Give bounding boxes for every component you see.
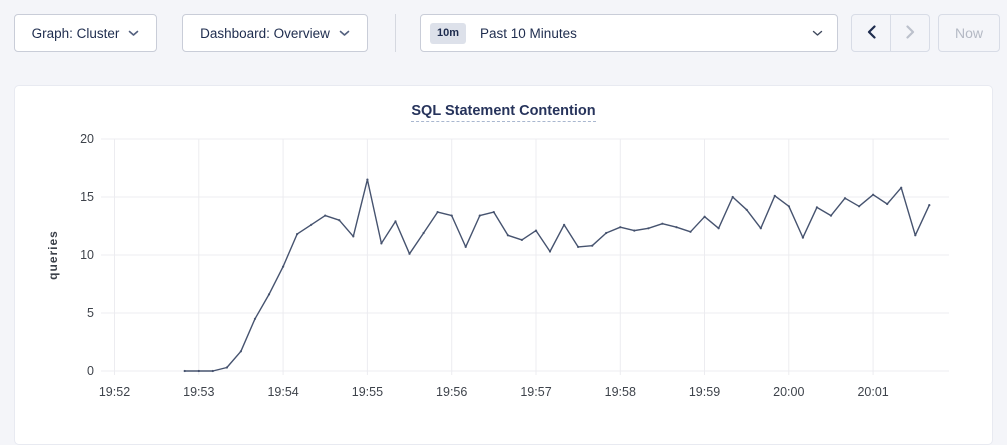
time-range-badge: 10m [430,22,467,44]
svg-text:19:54: 19:54 [267,385,298,399]
time-nav-group [851,14,930,52]
svg-text:20:01: 20:01 [857,385,888,399]
svg-text:19:59: 19:59 [689,385,720,399]
svg-text:0: 0 [87,364,94,378]
svg-text:5: 5 [87,306,94,320]
svg-text:10: 10 [80,248,94,262]
svg-text:19:56: 19:56 [436,385,467,399]
chevron-down-icon [128,30,139,37]
chart-canvas[interactable]: 0 5 10 15 20 19:52 19:53 19:54 19:55 19:56 19:57 19… [15,86,994,444]
dashboard-selector-label: Dashboard: Overview [200,25,330,41]
svg-text:queries: queries [46,230,60,280]
time-range-selector[interactable]: 10m Past 10 Minutes [420,14,838,52]
graph-selector-dropdown[interactable]: Graph: Cluster [14,14,157,52]
toolbar: Graph: Cluster Dashboard: Overview 10m P… [0,0,1007,66]
svg-text:19:58: 19:58 [605,385,636,399]
svg-text:19:53: 19:53 [183,385,214,399]
svg-text:15: 15 [80,190,94,204]
chart-panel: 0 5 10 15 20 19:52 19:53 19:54 19:55 19:56 19:57 19… [14,85,993,445]
time-range-label: Past 10 Minutes [480,25,577,41]
dashboard-selector-dropdown[interactable]: Dashboard: Overview [182,14,368,52]
chevron-right-icon [905,24,915,42]
now-button[interactable]: Now [938,14,1000,52]
svg-text:19:57: 19:57 [520,385,551,399]
svg-text:20:00: 20:00 [773,385,804,399]
nav-forward-button[interactable] [890,15,929,51]
nav-back-button[interactable] [852,15,890,51]
chevron-left-icon [867,24,876,42]
toolbar-divider [395,14,396,52]
chart-title-row: SQL Statement Contention [15,102,992,124]
chevron-down-icon [812,30,823,37]
svg-text:19:55: 19:55 [352,385,383,399]
chart-title[interactable]: SQL Statement Contention [411,103,596,122]
chevron-down-icon [339,30,350,37]
svg-text:19:52: 19:52 [99,385,130,399]
svg-text:20: 20 [80,132,94,146]
graph-selector-label: Graph: Cluster [31,25,120,41]
